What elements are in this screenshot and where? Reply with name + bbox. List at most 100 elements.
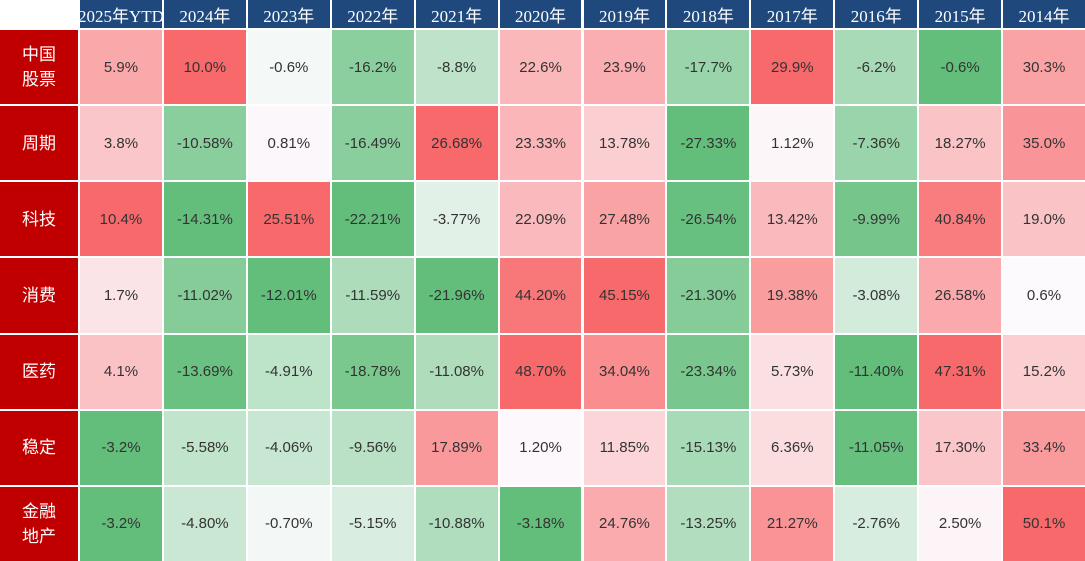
heatmap-cell: -27.33%: [667, 106, 750, 181]
heatmap-cell: 26.68%: [415, 106, 498, 181]
heatmap-cell: -10.58%: [163, 106, 246, 181]
heatmap-cell: -6.2%: [835, 30, 918, 105]
heatmap-cell: -13.69%: [163, 334, 246, 409]
heatmap-cell: -16.49%: [331, 106, 414, 181]
heatmap-cell: 0.6%: [1003, 258, 1085, 333]
heatmap-cell: -11.40%: [835, 334, 918, 409]
heatmap-cell: 45.15%: [583, 258, 666, 333]
heatmap-cell: 40.84%: [919, 182, 1002, 257]
column-header: 2025年YTD: [78, 0, 164, 28]
heatmap-cell: 44.20%: [499, 258, 582, 333]
heatmap-cell: -26.54%: [667, 182, 750, 257]
heatmap-cell: 13.78%: [583, 106, 666, 181]
heatmap-cell: 18.27%: [919, 106, 1002, 181]
column-header: 2017年: [751, 0, 834, 28]
heatmap-cell: -5.58%: [163, 410, 246, 485]
column-header: 2022年: [331, 0, 414, 28]
heatmap-cell: 10.0%: [163, 30, 246, 105]
heatmap-cell: 1.7%: [80, 258, 162, 333]
heatmap-cell: -21.30%: [667, 258, 750, 333]
heatmap-cell: 26.58%: [919, 258, 1002, 333]
row-label: 稳定: [0, 410, 78, 485]
heatmap-cell: -9.56%: [331, 410, 414, 485]
row-label: 医药: [0, 334, 78, 409]
heatmap-cell: -4.91%: [247, 334, 330, 409]
heatmap-cell: 50.1%: [1003, 486, 1085, 561]
heatmap-cell: -3.2%: [80, 486, 162, 561]
heatmap-cell: 10.4%: [80, 182, 162, 257]
heatmap-cell: -2.76%: [835, 486, 918, 561]
heatmap-cell: -10.88%: [415, 486, 498, 561]
heatmap-cell: 29.9%: [751, 30, 834, 105]
heatmap-cell: -11.59%: [331, 258, 414, 333]
heatmap-cell: -17.7%: [667, 30, 750, 105]
heatmap-cell: 48.70%: [499, 334, 582, 409]
heatmap-cell: 19.38%: [751, 258, 834, 333]
column-header: 2014年: [1003, 0, 1085, 28]
heatmap-cell: -3.18%: [499, 486, 582, 561]
heatmap-cell: 22.6%: [499, 30, 582, 105]
heatmap-cell: 6.36%: [751, 410, 834, 485]
heatmap-cell: 19.0%: [1003, 182, 1085, 257]
heatmap-cell: -13.25%: [667, 486, 750, 561]
heatmap-cell: -18.78%: [331, 334, 414, 409]
row-label: 科技: [0, 182, 78, 257]
heatmap-cell: 1.20%: [499, 410, 582, 485]
heatmap-cell: -0.6%: [919, 30, 1002, 105]
heatmap-cell: 2.50%: [919, 486, 1002, 561]
heatmap-cell: 11.85%: [583, 410, 666, 485]
heatmap-cell: 3.8%: [80, 106, 162, 181]
heatmap-cell: -16.2%: [331, 30, 414, 105]
heatmap-cell: 23.33%: [499, 106, 582, 181]
heatmap-cell: -5.15%: [331, 486, 414, 561]
heatmap-cell: 34.04%: [583, 334, 666, 409]
row-label: 周期: [0, 106, 78, 181]
heatmap-cell: 17.89%: [415, 410, 498, 485]
column-header: 2019年: [583, 0, 666, 28]
row-label: 消费: [0, 258, 78, 333]
column-header: 2018年: [667, 0, 750, 28]
heatmap-cell: -7.36%: [835, 106, 918, 181]
heatmap-cell: 30.3%: [1003, 30, 1085, 105]
heatmap-cell: -3.77%: [415, 182, 498, 257]
heatmap-cell: 27.48%: [583, 182, 666, 257]
heatmap-cell: 33.4%: [1003, 410, 1085, 485]
heatmap-cell: -3.2%: [80, 410, 162, 485]
heatmap-cell: 35.0%: [1003, 106, 1085, 181]
heatmap-cell: 23.9%: [583, 30, 666, 105]
heatmap-cell: 25.51%: [247, 182, 330, 257]
heatmap-cell: 13.42%: [751, 182, 834, 257]
column-header: 2023年: [247, 0, 330, 28]
heatmap-cell: 21.27%: [751, 486, 834, 561]
heatmap-cell: -23.34%: [667, 334, 750, 409]
column-header: 2020年: [499, 0, 582, 28]
heatmap-cell: -11.02%: [163, 258, 246, 333]
heatmap-cell: -4.80%: [163, 486, 246, 561]
heatmap-cell: 24.76%: [583, 486, 666, 561]
heatmap-cell: 1.12%: [751, 106, 834, 181]
heatmap-cell: -8.8%: [415, 30, 498, 105]
heatmap-cell: 0.81%: [247, 106, 330, 181]
column-header: 2021年: [415, 0, 498, 28]
heatmap-cell: 5.9%: [80, 30, 162, 105]
column-header: 2024年: [163, 0, 246, 28]
heatmap-cell: -12.01%: [247, 258, 330, 333]
heatmap-cell: -0.70%: [247, 486, 330, 561]
column-header: 2016年: [835, 0, 918, 28]
heatmap-cell: -15.13%: [667, 410, 750, 485]
heatmap-cell: -21.96%: [415, 258, 498, 333]
heatmap-cell: -22.21%: [331, 182, 414, 257]
heatmap-cell: -11.08%: [415, 334, 498, 409]
heatmap-cell: 17.30%: [919, 410, 1002, 485]
heatmap-cell: 5.73%: [751, 334, 834, 409]
header-corner: [0, 0, 78, 28]
heatmap-cell: 47.31%: [919, 334, 1002, 409]
column-header: 2015年: [919, 0, 1002, 28]
heatmap-cell: -14.31%: [163, 182, 246, 257]
row-label: 中国 股票: [0, 30, 78, 105]
heatmap-cell: 22.09%: [499, 182, 582, 257]
heatmap-cell: -0.6%: [247, 30, 330, 105]
heatmap-cell: 4.1%: [80, 334, 162, 409]
heatmap-cell: -11.05%: [835, 410, 918, 485]
